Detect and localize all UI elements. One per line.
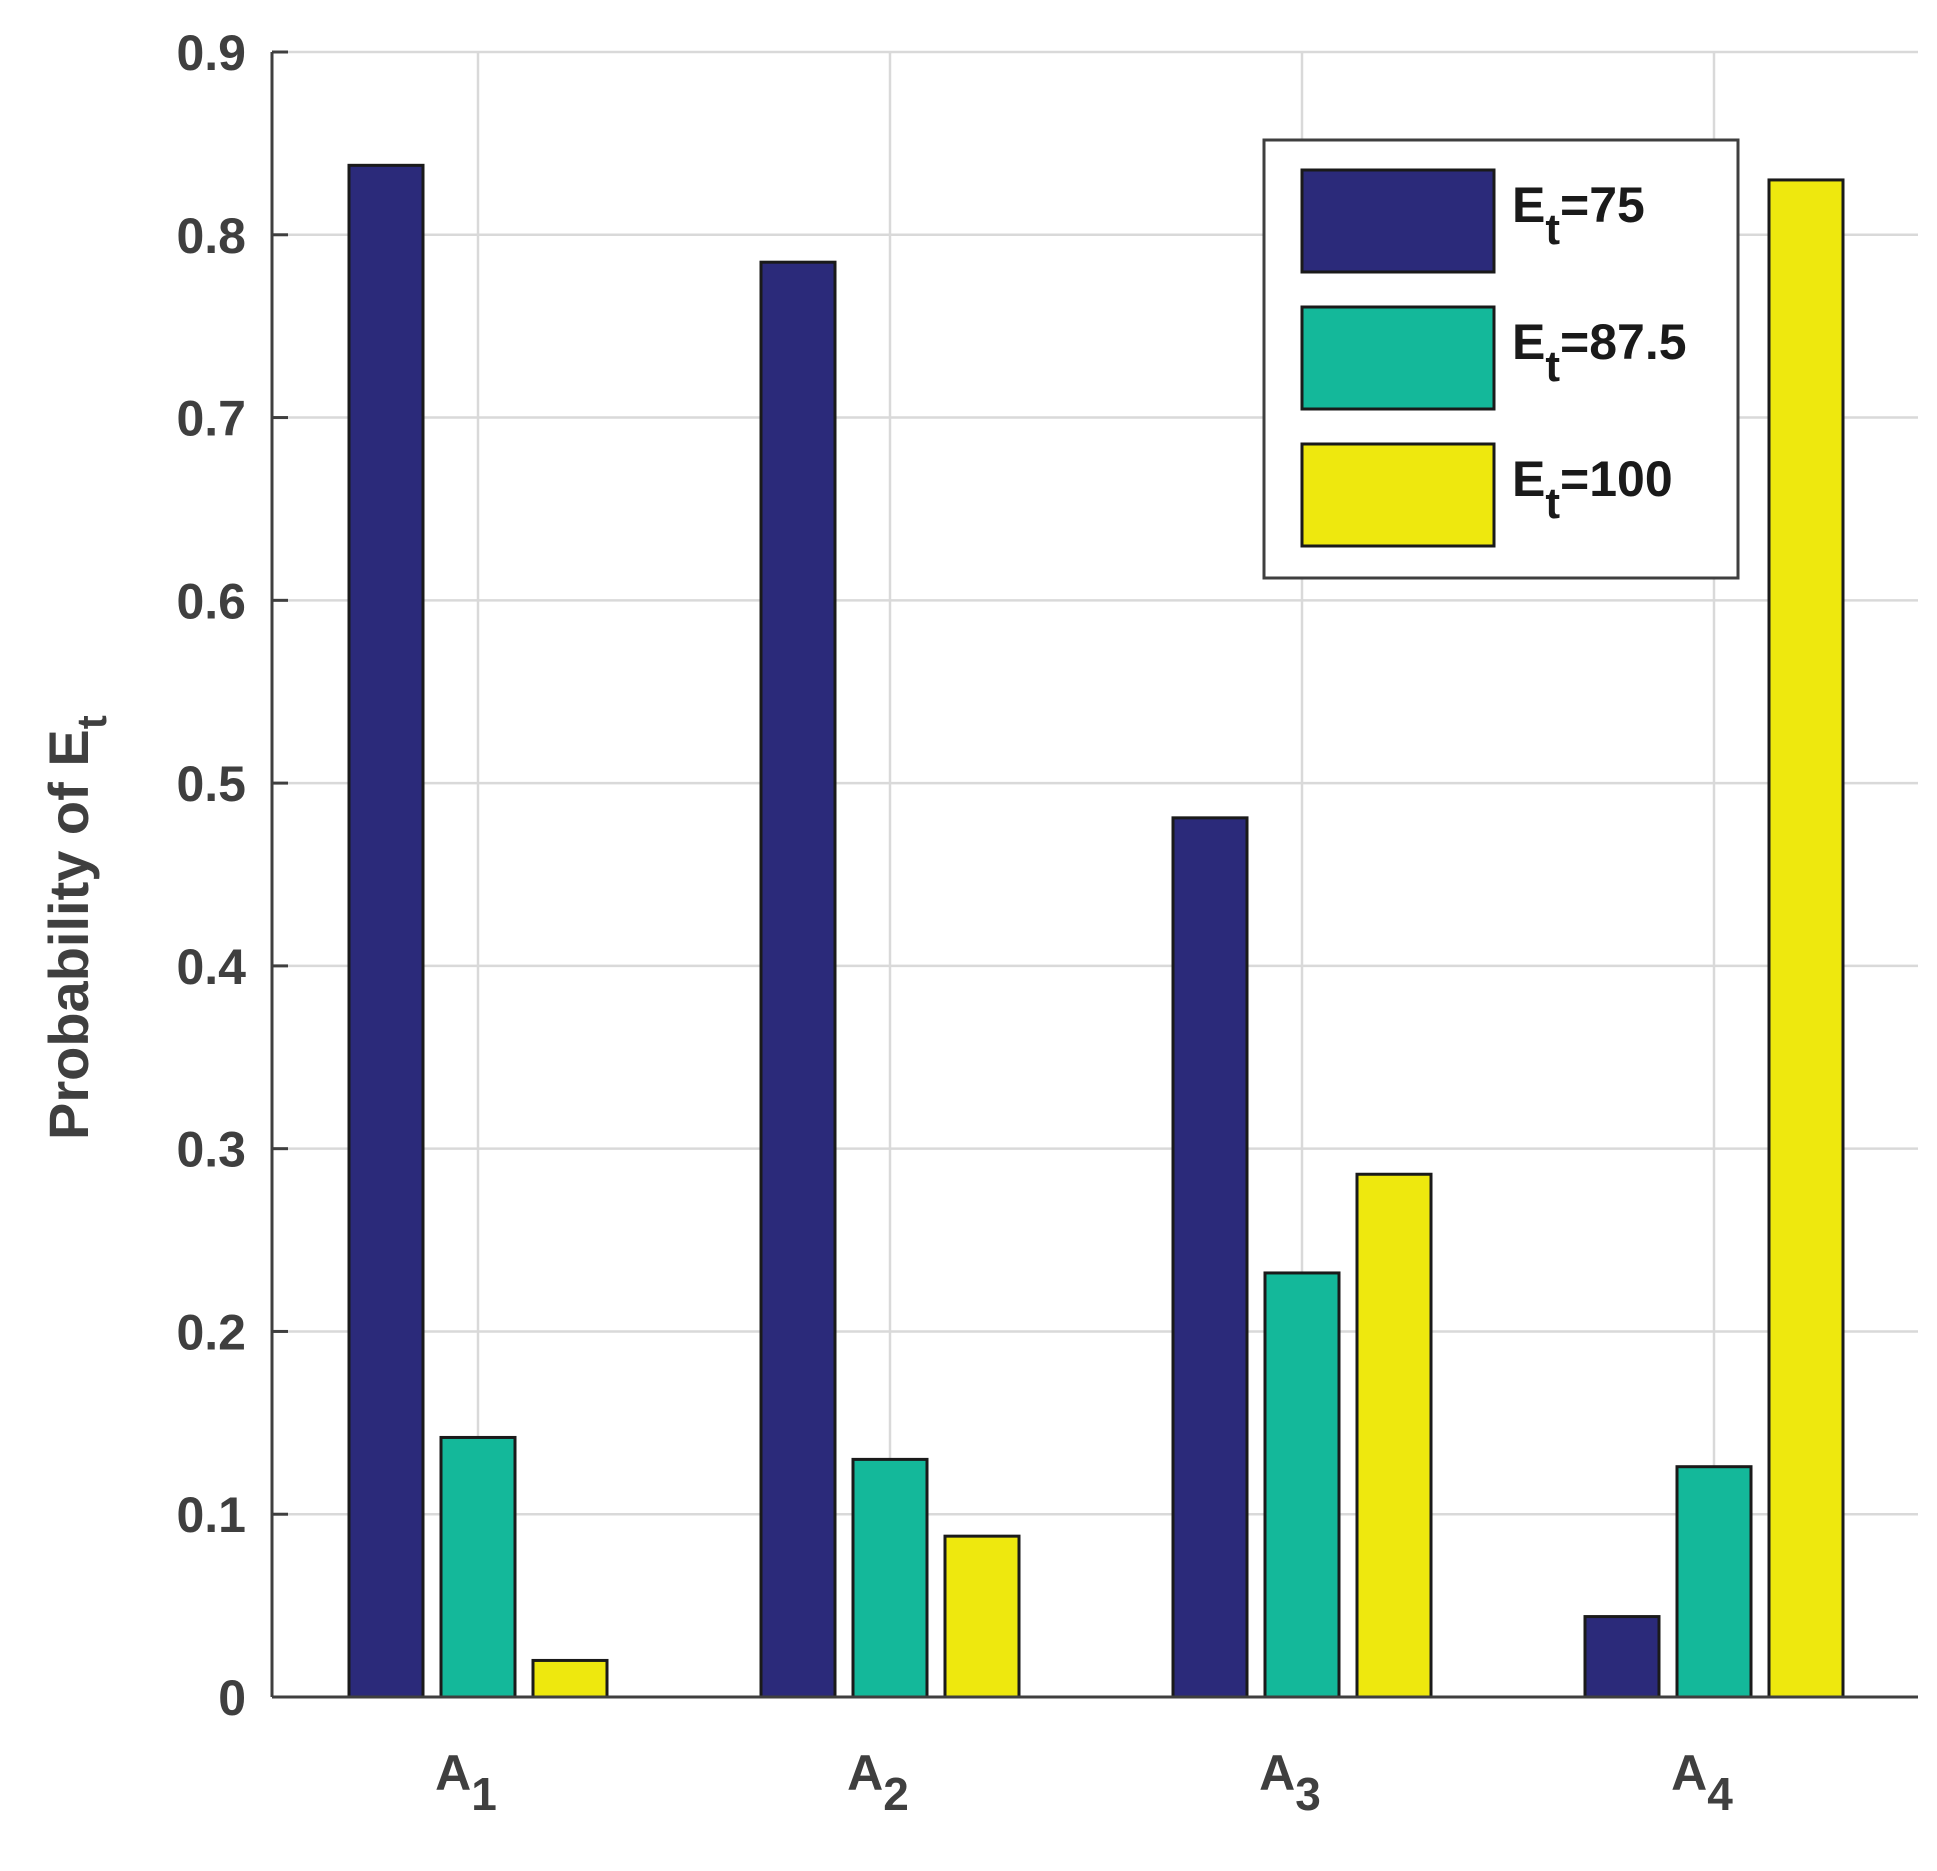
bar-e-t-75-cat-3 [1171,816,1249,1699]
y-tick-label: 0.9 [176,25,246,81]
y-tick-label: 0.7 [176,391,246,447]
y-tick-label: 0.8 [176,208,246,264]
bar-e-t-75-cat-4 [1583,1615,1661,1699]
bar-e-t-87-5-cat-1 [439,1435,517,1699]
bar-e-t-75-cat-1 [347,163,425,1699]
y-tick-label: 0.6 [176,573,246,629]
y-axis-title-main: Probability of E [37,729,100,1140]
y-tick-label: 0.3 [176,1122,246,1178]
x-tick-labels: A1 A2 A3 A4 [435,1745,1733,1820]
y-tick-labels: 0 0.1 0.2 0.3 0.4 0.5 0.6 0.7 0.8 0.9 [176,25,246,1726]
legend-swatch [1300,168,1496,274]
bar-e-t-100-cat-3 [1355,1172,1433,1699]
y-tick-label: 0.2 [176,1304,246,1360]
bars [347,163,1845,1699]
legend-label: Et=75 [1512,177,1645,254]
legend-swatch [1300,442,1496,548]
y-tick-label: 0.5 [176,756,246,812]
axes [270,50,1918,1699]
legend: Et=75 Et=87.5 Et=100 [1262,138,1740,580]
legend-swatch [1300,305,1496,411]
bar-e-t-100-cat-4 [1767,178,1845,1699]
y-axis-title-subscript: t [68,715,115,729]
legend-label: Et=87.5 [1512,314,1687,391]
y-axis-title: Probability of Et [37,715,115,1140]
y-tick-label: 0.1 [176,1487,246,1543]
bar-e-t-87-5-cat-4 [1675,1465,1753,1699]
x-tick-label: A1 [435,1745,497,1820]
x-tick-label: A3 [1259,1745,1321,1820]
x-tick-label: A2 [847,1745,909,1820]
bar-e-t-87-5-cat-3 [1263,1271,1341,1699]
bar-e-t-75-cat-2 [759,260,837,1699]
bar-e-t-100-cat-2 [943,1534,1021,1699]
x-tick-label: A4 [1671,1745,1733,1820]
y-tick-label: 0 [218,1670,246,1726]
bar-e-t-100-cat-1 [531,1658,609,1699]
y-tick-label: 0.4 [176,939,246,995]
bar-e-t-87-5-cat-2 [851,1457,929,1699]
legend-label: Et=100 [1512,451,1673,528]
